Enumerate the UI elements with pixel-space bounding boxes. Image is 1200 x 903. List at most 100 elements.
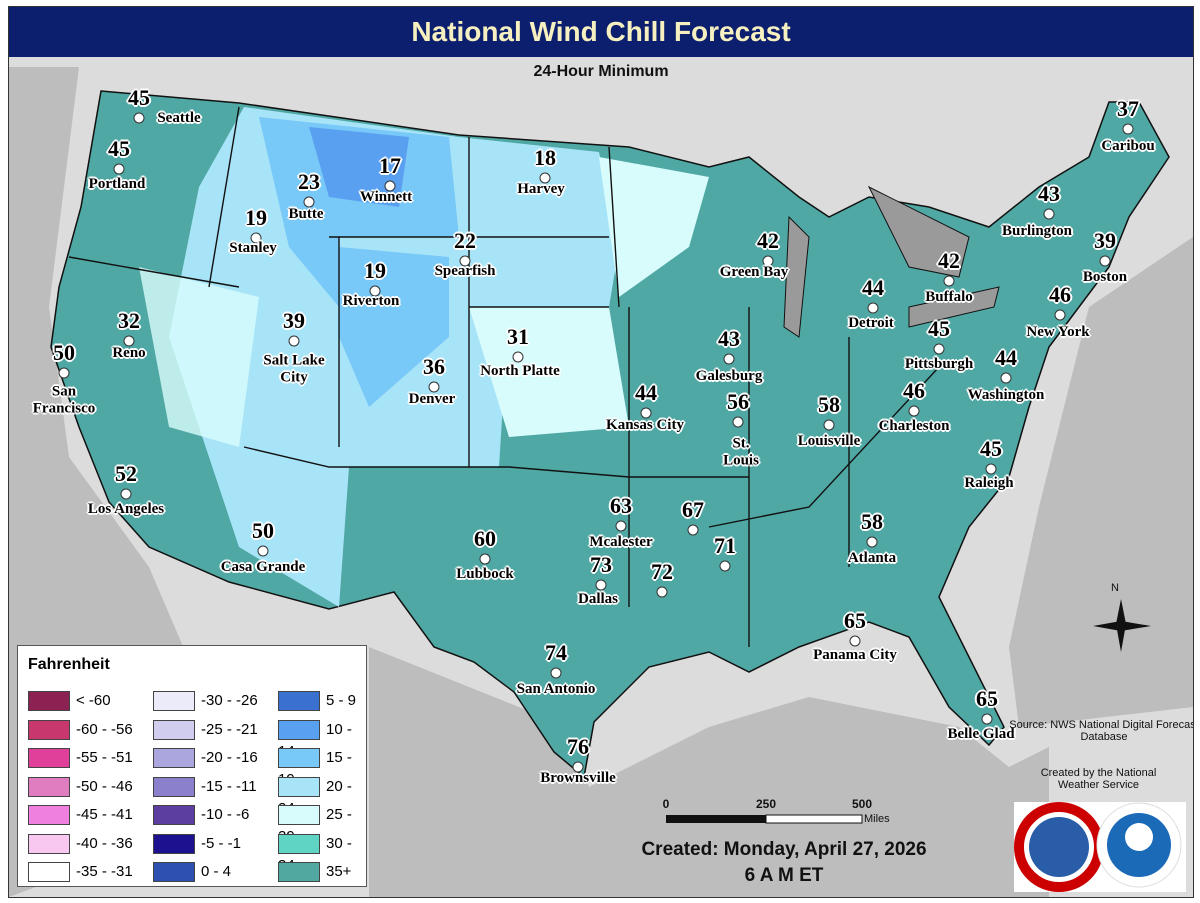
city-value: 67	[682, 496, 704, 522]
city-value: 60	[474, 525, 496, 551]
city-value: 58	[861, 508, 883, 534]
legend-swatch	[278, 805, 320, 826]
legend-item: 5 - 9	[278, 690, 356, 712]
city-dot	[687, 524, 699, 536]
city-value: 45	[108, 135, 130, 161]
city-dot	[369, 285, 381, 297]
city-value: 72	[651, 558, 673, 584]
city-value: 44	[862, 274, 884, 300]
city-value: 65	[976, 685, 998, 711]
legend-item: 20 - 24	[278, 776, 366, 817]
city-value: 39	[283, 307, 305, 333]
legend-swatch	[278, 691, 320, 712]
scale-label: 500	[851, 797, 873, 811]
legend-swatch	[153, 862, 195, 883]
legend-swatch	[278, 776, 320, 797]
scale-unit: Miles	[864, 813, 890, 825]
coldest-region	[309, 127, 409, 207]
cool-region	[599, 157, 709, 297]
city-value: 76	[567, 733, 589, 759]
city-name: Detroit	[848, 314, 894, 331]
legend-label: -30 - -26	[201, 692, 258, 709]
legend-swatch	[28, 691, 70, 712]
city-dot	[1000, 372, 1012, 384]
logos	[1014, 802, 1186, 892]
legend-swatch	[153, 776, 195, 797]
city-name: Stanley	[229, 239, 277, 256]
legend-label: -35 - -31	[76, 863, 133, 880]
city-dot	[120, 488, 132, 500]
legend-label: -15 - -11	[201, 777, 257, 795]
city-value: 44	[995, 344, 1017, 370]
city-dot	[615, 520, 627, 532]
city-name: Louisville	[797, 432, 861, 449]
great-lakes	[783, 185, 1000, 338]
created-date: Created: Monday, April 27, 2026	[641, 839, 927, 860]
city-value: 50	[53, 339, 75, 365]
colder-region	[259, 117, 459, 307]
legend-swatch	[278, 862, 320, 883]
city-name: Atlanta	[847, 549, 897, 566]
city-name: Raleigh	[964, 474, 1014, 491]
legend-swatch	[28, 748, 70, 769]
credit-text: Created by the National Weather Service	[1040, 767, 1157, 791]
city-dot	[384, 180, 396, 192]
city-name: Casa Grande	[220, 558, 306, 575]
created-time: 6 A M ET	[744, 865, 824, 886]
legend-swatch	[153, 719, 195, 740]
city-name: Riverton	[342, 292, 400, 309]
legend-swatch	[28, 862, 70, 883]
legend-item: -40 - -36	[28, 833, 133, 855]
city-dot	[933, 343, 945, 355]
city-name: Denver	[408, 390, 456, 407]
city-dot	[257, 545, 269, 557]
legend-item: -30 - -26	[153, 690, 258, 712]
legend-swatch	[278, 719, 320, 740]
city-dot	[849, 635, 861, 647]
city-value: 46	[903, 377, 925, 403]
city-dot	[656, 586, 668, 598]
legend-item: -25 - -21	[153, 719, 258, 741]
colder-region	[339, 247, 449, 407]
legend-label: -60 - -56	[76, 720, 133, 738]
legend-swatch	[153, 748, 195, 769]
city-value: 56	[727, 388, 749, 414]
city-value: 45	[928, 315, 950, 341]
city-dot	[459, 255, 471, 267]
city-name: Burlington	[1001, 222, 1073, 239]
legend-label: -10 - -6	[201, 806, 250, 823]
city-name: Los Angeles	[87, 500, 165, 517]
cool-region	[139, 267, 259, 447]
legend-swatch	[278, 748, 320, 769]
scale-label: 0	[662, 797, 670, 811]
subtitle: 24-Hour Minimum	[533, 63, 669, 80]
city-dot	[866, 536, 878, 548]
legend-swatch	[28, 833, 70, 854]
city-name: Brownsville	[540, 769, 616, 786]
city-name: Reno	[112, 344, 146, 361]
city-value: 19	[364, 257, 386, 283]
city-dot	[823, 419, 835, 431]
city-value: 42	[757, 227, 779, 253]
scale-bar	[666, 814, 863, 824]
city-name: Kansas City	[606, 416, 684, 433]
city-value: 19	[245, 204, 267, 230]
city-value: 63	[610, 492, 632, 518]
city-value: 36	[423, 353, 445, 379]
city-value: 46	[1049, 281, 1071, 307]
city-name: New York	[1026, 323, 1090, 340]
city-value: 42	[938, 247, 960, 273]
city-value: 32	[118, 307, 140, 333]
compass	[1093, 599, 1151, 652]
state-borders	[68, 106, 940, 647]
legend-item: -20 - -16	[153, 747, 258, 769]
city-dot	[479, 553, 491, 565]
map-frame: National Wind Chill Forecast 24-Hour Min…	[8, 6, 1194, 898]
city-name: Butte	[288, 205, 324, 222]
city-dot	[985, 463, 997, 475]
city-name: Pittsburgh	[904, 355, 974, 372]
city-dot	[943, 275, 955, 287]
city-value: 73	[590, 551, 612, 577]
city-dot	[723, 353, 735, 365]
city-dot	[539, 172, 551, 184]
